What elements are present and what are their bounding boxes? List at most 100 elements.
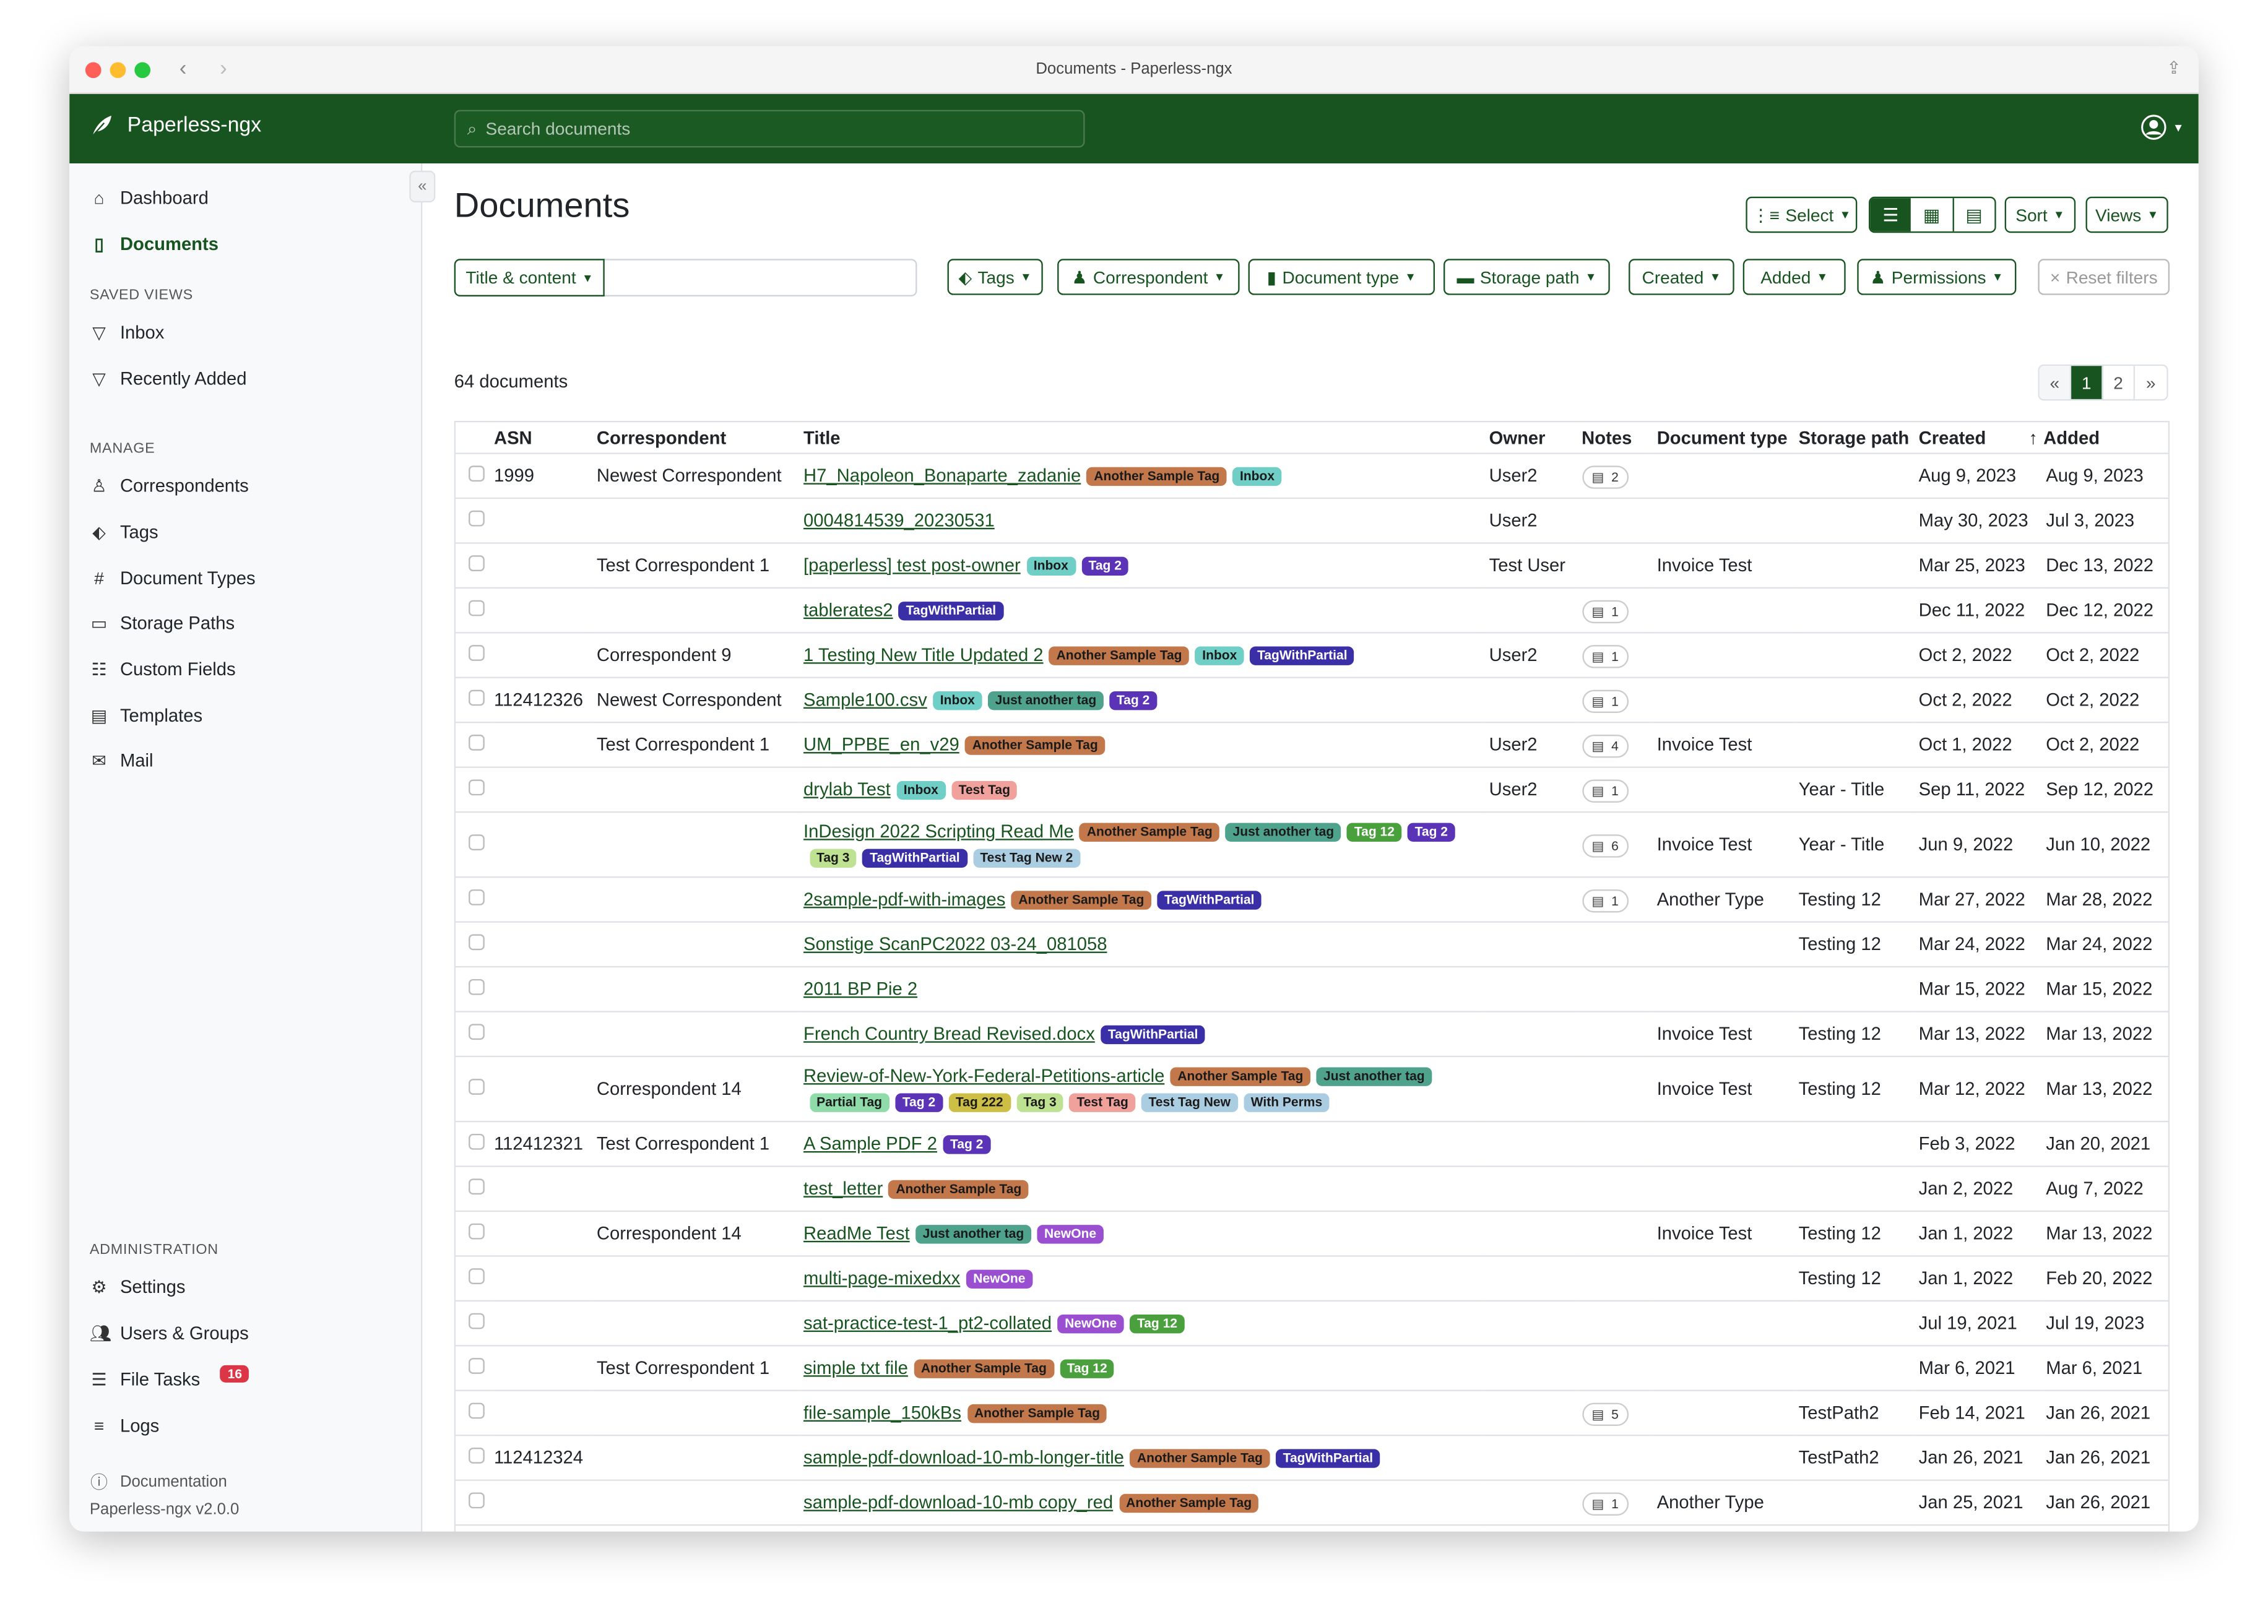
document-type-filter-button[interactable]: ▮ Document type ▼ (1248, 259, 1435, 295)
sidebar-item-custom-fields[interactable]: ☷ Custom Fields (90, 660, 235, 680)
storage-path-filter-button[interactable]: ▬ Storage path ▼ (1443, 259, 1610, 295)
sidebar-item-inbox[interactable]: ▽ Inbox (90, 322, 164, 343)
row-checkbox[interactable] (469, 1024, 485, 1040)
notes-badge[interactable]: ▤ 2 (1582, 465, 1629, 489)
sidebar-item-settings[interactable]: ⚙ Settings (90, 1277, 185, 1297)
document-title-link[interactable]: file-sample_150kBs (803, 1402, 961, 1423)
row-checkbox[interactable] (469, 779, 485, 796)
document-title-link[interactable]: 1 Testing New Title Updated 2 (803, 645, 1044, 665)
table-row[interactable]: Correspondent 14 Review-of-New-York-Feder… (454, 1055, 2169, 1122)
sidebar-item-storage-paths[interactable]: ▭ Storage Paths (90, 613, 235, 634)
permissions-filter-button[interactable]: ♟ Permissions ▼ (1857, 259, 2017, 295)
tag-badge-newone[interactable]: NewOne (1057, 1315, 1124, 1334)
sidebar-item-recently-added[interactable]: ▽ Recently Added (90, 369, 246, 389)
row-checkbox[interactable] (469, 1223, 485, 1240)
added-filter-button[interactable]: Added ▼ (1742, 259, 1846, 295)
row-checkbox[interactable] (469, 735, 485, 751)
table-row[interactable]: tablerates2 TagWithPartial ▤ 1 Dec 11, 2022 D… (454, 587, 2169, 633)
document-title-link[interactable]: Review-of-New-York-Federal-Petitions-art… (803, 1066, 1165, 1086)
tag-badge-tagwithpartial[interactable]: TagWithPartial (1157, 891, 1262, 910)
tag-badge-tag-12[interactable]: Tag 12 (1059, 1359, 1115, 1378)
document-title-link[interactable]: sample-pdf-download-10-mb copy_red (803, 1492, 1114, 1513)
document-title-link[interactable]: ReadMe Test (803, 1223, 910, 1244)
document-title-link[interactable]: test_letter (803, 1178, 883, 1199)
tag-badge-tagwithpartial[interactable]: TagWithPartial (1250, 646, 1355, 665)
table-row[interactable]: French Country Bread Revised.docx TagWith… (454, 1011, 2169, 1056)
tag-badge-tag-2[interactable]: Tag 2 (1407, 823, 1455, 842)
tag-badge-inbox[interactable]: Inbox (933, 691, 982, 710)
sidebar-item-correspondents[interactable]: ♙ Correspondents (90, 476, 248, 496)
tag-badge-tag-12[interactable]: Tag 12 (1347, 823, 1402, 842)
pagination-next[interactable]: » (2145, 372, 2156, 393)
tag-badge-another-sample-tag[interactable]: Another Sample Tag (1170, 1067, 1311, 1086)
tag-badge-just-another-tag[interactable]: Just another tag (915, 1225, 1031, 1244)
table-row[interactable]: Correspondent 14 ReadMe Test Just another … (454, 1210, 2169, 1256)
tag-badge-newone[interactable]: NewOne (966, 1269, 1033, 1289)
row-checkbox[interactable] (469, 1268, 485, 1284)
row-checkbox[interactable] (469, 1313, 485, 1329)
tag-badge-inbox[interactable]: Inbox (896, 780, 946, 800)
notes-badge[interactable]: ▤ 1 (1582, 1492, 1629, 1516)
select-button[interactable]: ⋮≡ Select ▼ (1746, 196, 1858, 233)
document-title-link[interactable]: multi-page-mixedxx (803, 1268, 961, 1289)
table-row[interactable]: 0004814539_20230531 User2 May 30, 2023 Jul … (454, 497, 2169, 543)
row-checkbox[interactable] (469, 600, 485, 616)
tag-badge-inbox[interactable]: Inbox (1232, 467, 1282, 486)
table-row[interactable]: file-sample_150kBs Another Sample Tag ▤ 5 Te… (454, 1389, 2169, 1436)
column-header-storage-path[interactable]: Storage path (1798, 427, 1910, 448)
tag-badge-another-sample-tag[interactable]: Another Sample Tag (1086, 467, 1227, 486)
sidebar-item-file-tasks[interactable]: ☰ File Tasks 16 (90, 1365, 249, 1390)
row-checkbox[interactable] (469, 1492, 485, 1509)
tag-badge-tagwithpartial[interactable]: TagWithPartial (862, 849, 967, 868)
table-row[interactable]: drylab Test Inbox Test Tag User2 ▤ 1 Year - Ti… (454, 766, 2169, 813)
document-title-link[interactable]: drylab Test (803, 779, 891, 800)
table-row[interactable]: multi-page-mixedxx NewOne Testing 12 Jan 1,… (454, 1255, 2169, 1301)
row-checkbox[interactable] (469, 645, 485, 661)
pagination-prev[interactable]: « (2039, 366, 2072, 399)
large-cards-view-button[interactable]: ▤ (1965, 205, 1983, 226)
row-checkbox[interactable] (469, 834, 485, 850)
column-header-created[interactable]: Created (1918, 427, 1986, 448)
table-row[interactable]: test_letter Another Sample Tag Jan 2, 2022… (454, 1165, 2169, 1211)
sidebar-item-documents[interactable]: ▯ Documents (90, 235, 219, 255)
tag-badge-another-sample-tag[interactable]: Another Sample Tag (965, 736, 1106, 755)
tag-badge-tagwithpartial[interactable]: TagWithPartial (1275, 1449, 1380, 1468)
sidebar-item-tags[interactable]: ⬖ Tags (90, 522, 158, 543)
document-title-link[interactable]: simple txt file (803, 1358, 908, 1378)
tag-badge-test-tag[interactable]: Test Tag (1069, 1093, 1136, 1112)
column-header-document-type[interactable]: Document type (1656, 427, 1788, 448)
brand-link[interactable]: Paperless-ngx (90, 114, 261, 137)
table-row[interactable]: 2sample-pdf-with-images Another Sample Ta… (454, 876, 2169, 922)
table-row[interactable]: 112412326 Newest Correspondent Sample100.c… (454, 676, 2169, 723)
column-header-added[interactable]: ↑ Added (2028, 421, 2169, 453)
title-content-filter[interactable]: Title & content ▼ (454, 259, 917, 297)
row-checkbox[interactable] (469, 1358, 485, 1374)
notes-badge[interactable]: ▤ 1 (1582, 645, 1629, 668)
sidebar-collapse-button[interactable]: « (409, 170, 436, 203)
notes-badge[interactable]: ▤ 1 (1582, 689, 1629, 713)
tag-badge-newone[interactable]: NewOne (1037, 1225, 1104, 1244)
notes-badge[interactable]: ▤ 4 (1582, 735, 1629, 758)
sidebar-item-users-groups[interactable]: 👥︎ Users & Groups (90, 1323, 249, 1344)
tag-badge-tagwithpartial[interactable]: TagWithPartial (1101, 1025, 1206, 1045)
tag-badge-tag-3[interactable]: Tag 3 (809, 849, 857, 868)
row-checkbox[interactable] (469, 1133, 485, 1150)
maximize-window-button[interactable] (134, 62, 151, 79)
document-title-link[interactable]: UM_PPBE_en_v29 (803, 735, 959, 755)
document-title-link[interactable]: sat-practice-test-1_pt2-collated (803, 1313, 1052, 1334)
document-title-link[interactable]: French Country Bread Revised.docx (803, 1024, 1095, 1045)
document-title-link[interactable]: 2011 BP Pie 2 (803, 978, 918, 1000)
tags-filter-button[interactable]: ⬖ Tags ▼ (947, 259, 1043, 295)
row-checkbox[interactable] (469, 978, 485, 995)
column-header-owner[interactable]: Owner (1489, 427, 1546, 448)
row-checkbox[interactable] (469, 465, 485, 482)
tag-badge-another-sample-tag[interactable]: Another Sample Tag (1119, 1493, 1259, 1513)
tag-badge-another-sample-tag[interactable]: Another Sample Tag (1130, 1449, 1270, 1468)
tag-badge-another-sample-tag[interactable]: Another Sample Tag (967, 1404, 1107, 1423)
pagination-page-1[interactable]: 1 (2071, 366, 2103, 399)
tag-badge-another-sample-tag[interactable]: Another Sample Tag (1011, 891, 1152, 910)
row-checkbox[interactable] (469, 1178, 485, 1195)
tag-badge-tag-222[interactable]: Tag 222 (948, 1093, 1011, 1112)
